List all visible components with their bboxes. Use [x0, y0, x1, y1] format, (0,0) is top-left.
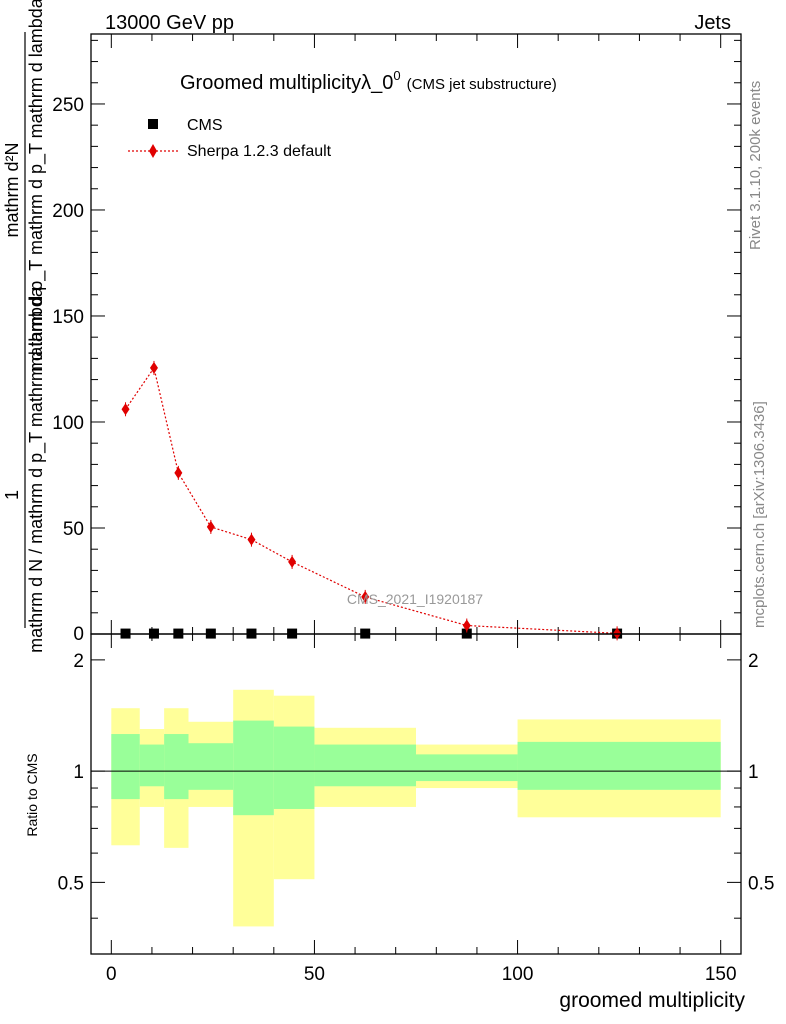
ylabel-derivative-numerator: mathrm d²N — [2, 142, 22, 237]
ratio-inner-band — [233, 720, 274, 816]
sherpa-point — [247, 533, 256, 546]
ratio-inner-band — [314, 744, 416, 787]
x-tick-label: 100 — [502, 964, 534, 985]
legend-cms-marker — [148, 119, 158, 129]
ratio-y-tick-label: 1 — [73, 762, 84, 783]
x-axis-label: groomed multiplicity — [559, 989, 745, 1012]
ratio-inner-band — [139, 744, 165, 787]
sherpa-point — [361, 590, 370, 603]
legend-sherpa-label: Sherpa 1.2.3 default — [187, 143, 332, 160]
x-tick-label: 150 — [705, 964, 737, 985]
legend: CMS Sherpa 1.2.3 default — [128, 117, 332, 160]
ratio-y-tick-label-right: 1 — [748, 762, 759, 783]
analysis-watermark: CMS_2021_I1920187 — [347, 591, 483, 607]
y-tick-label: 0 — [73, 624, 84, 645]
ratio-y-axis-label: Ratio to CMS — [24, 753, 40, 836]
chart-title-symbol: λ_0 — [361, 72, 393, 94]
ratio-inner-band — [111, 734, 140, 800]
ratio-bands-layer — [91, 689, 741, 927]
chart-title: Groomed multiplicityλ_00 (CMS jet substru… — [180, 68, 557, 94]
sherpa-point — [149, 361, 158, 374]
ratio-y-tick-label: 0.5 — [58, 873, 84, 894]
y-tick-label: 50 — [63, 519, 84, 540]
sherpa-point — [462, 619, 471, 632]
rivet-info-label: Rivet 3.1.10, 200k events — [747, 81, 764, 250]
ratio-y-tick-label-right: 2 — [748, 651, 759, 672]
ratio-axis-ticks: 0.5 0.5 1 1 2 2 0 50 100 150 — [58, 634, 774, 985]
y-tick-label: 200 — [52, 201, 84, 222]
legend-sherpa-marker — [149, 144, 157, 158]
ratio-y-tick-label: 2 — [73, 651, 84, 672]
ylabel-derivative-denominator: mathrm d p_T mathrm d p_T mathrm d lambd… — [26, 0, 47, 372]
ratio-inner-band — [273, 726, 315, 809]
chart-subtitle: (CMS jet substructure) — [407, 76, 557, 93]
ratio-inner-band — [164, 734, 189, 800]
legend-cms-label: CMS — [187, 117, 223, 134]
chart-title-superscript: 0 — [393, 68, 400, 83]
sherpa-point — [121, 403, 130, 416]
process-label: Jets — [694, 12, 731, 34]
ratio-inner-band — [517, 741, 721, 790]
x-tick-label: 0 — [106, 964, 117, 985]
sherpa-point — [288, 555, 297, 568]
y-tick-label: 150 — [52, 307, 84, 328]
collision-energy-label: 13000 GeV pp — [105, 12, 234, 34]
ratio-plot-frame — [90, 633, 742, 955]
chart-title-main: Groomed multiplicity — [180, 72, 361, 94]
ratio-y-tick-label-right: 0.5 — [748, 873, 774, 894]
sherpa-point — [174, 466, 183, 479]
main-y-axis-label: 1 mathrm d N / mathrm d p_T mathrm d lam… — [2, 0, 47, 653]
y-tick-label: 100 — [52, 413, 84, 434]
ratio-inner-band — [416, 754, 518, 782]
y-tick-label: 250 — [52, 95, 84, 116]
ylabel-fraction-denominator: mathrm d N / mathrm d p_T mathrm d lambd… — [26, 286, 47, 653]
main-axis-ticks: 50 100 150 200 250 0 — [52, 34, 741, 645]
x-tick-label: 50 — [304, 964, 325, 985]
ratio-inner-band — [188, 743, 234, 790]
sherpa-line — [125, 366, 618, 634]
sherpa-point — [206, 520, 215, 533]
ylabel-fraction-numerator: 1 — [2, 490, 22, 500]
mcplots-label: mcplots.cern.ch [arXiv:1306.3436] — [751, 401, 768, 628]
